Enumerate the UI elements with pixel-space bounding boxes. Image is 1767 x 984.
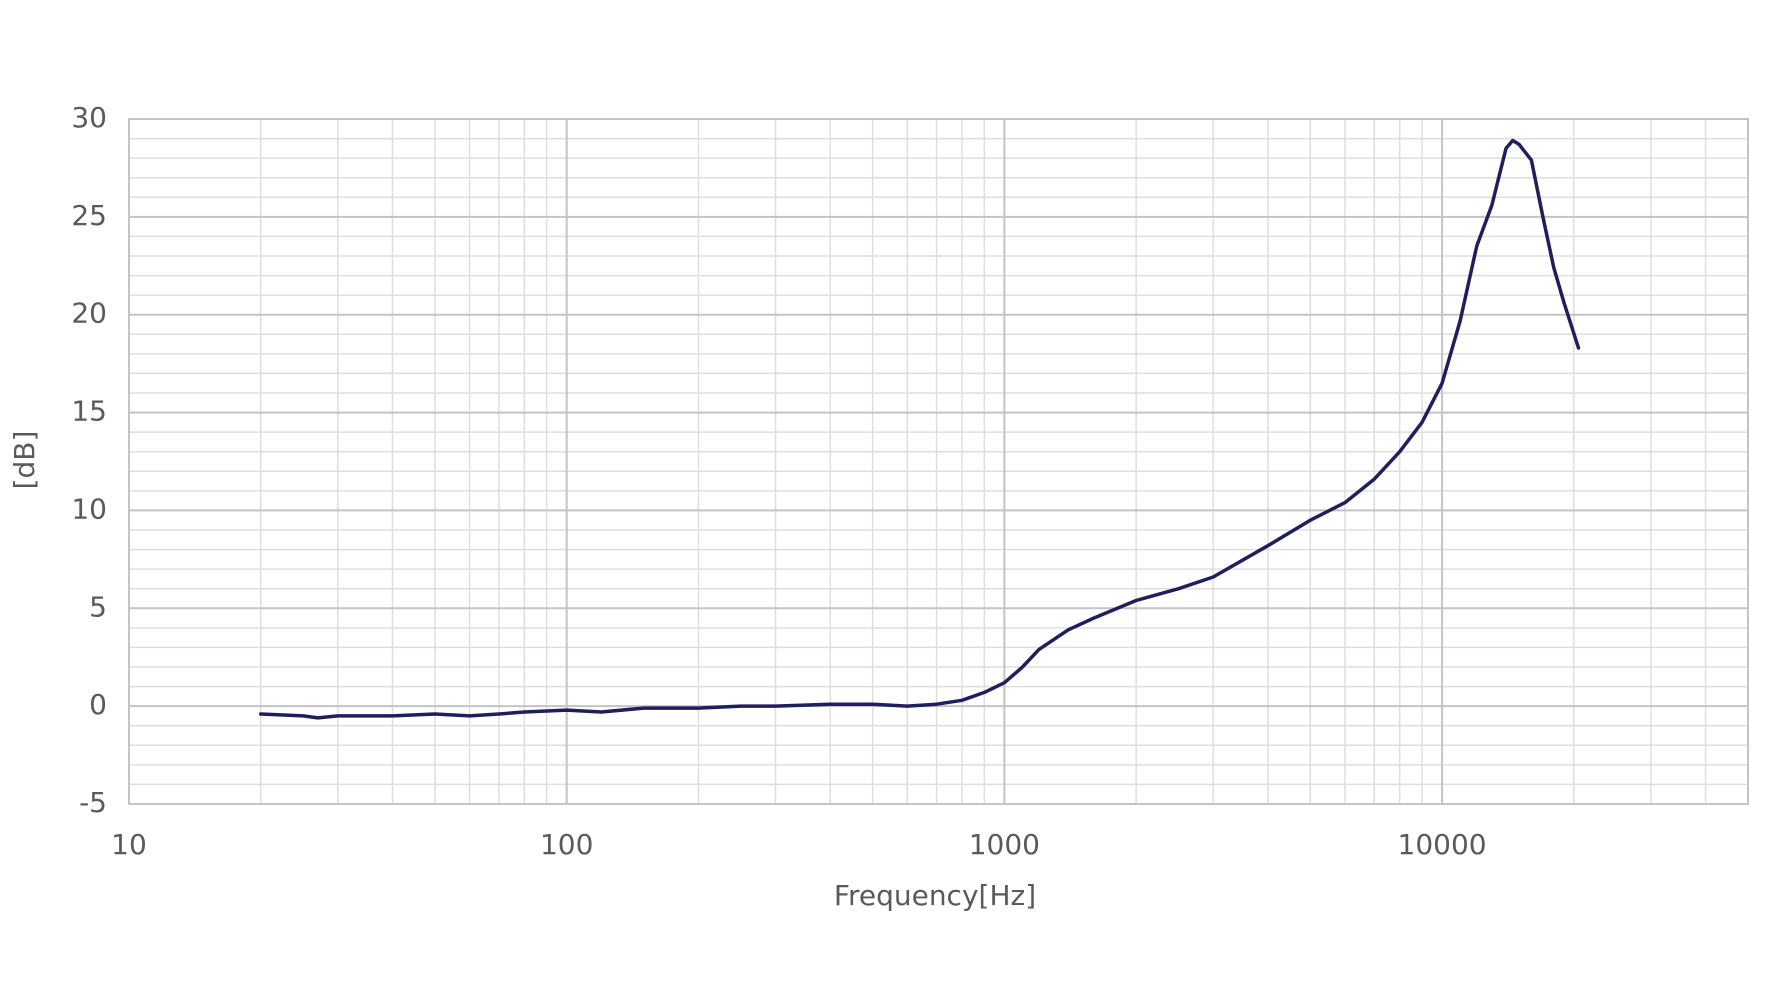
line-series [259,138,1581,720]
y-tick-label: -5 [79,786,107,819]
y-tick-label: 30 [71,101,107,134]
y-axis-label: [dB] [8,431,41,490]
x-tick-label: 10 [111,828,147,861]
y-tick-label: 25 [71,199,107,232]
plot-frame [128,118,1749,805]
x-tick-label: 100 [540,828,593,861]
y-tick-label: 15 [71,395,107,428]
y-tick-label: 5 [89,590,107,623]
x-tick-label: 10000 [1398,828,1487,861]
x-tick-label: 1000 [969,828,1040,861]
y-tick-label: 10 [71,492,107,525]
y-tick-label: 0 [89,688,107,721]
x-axis-label: Frequency[Hz] [834,879,1036,912]
y-tick-label: 20 [71,297,107,330]
